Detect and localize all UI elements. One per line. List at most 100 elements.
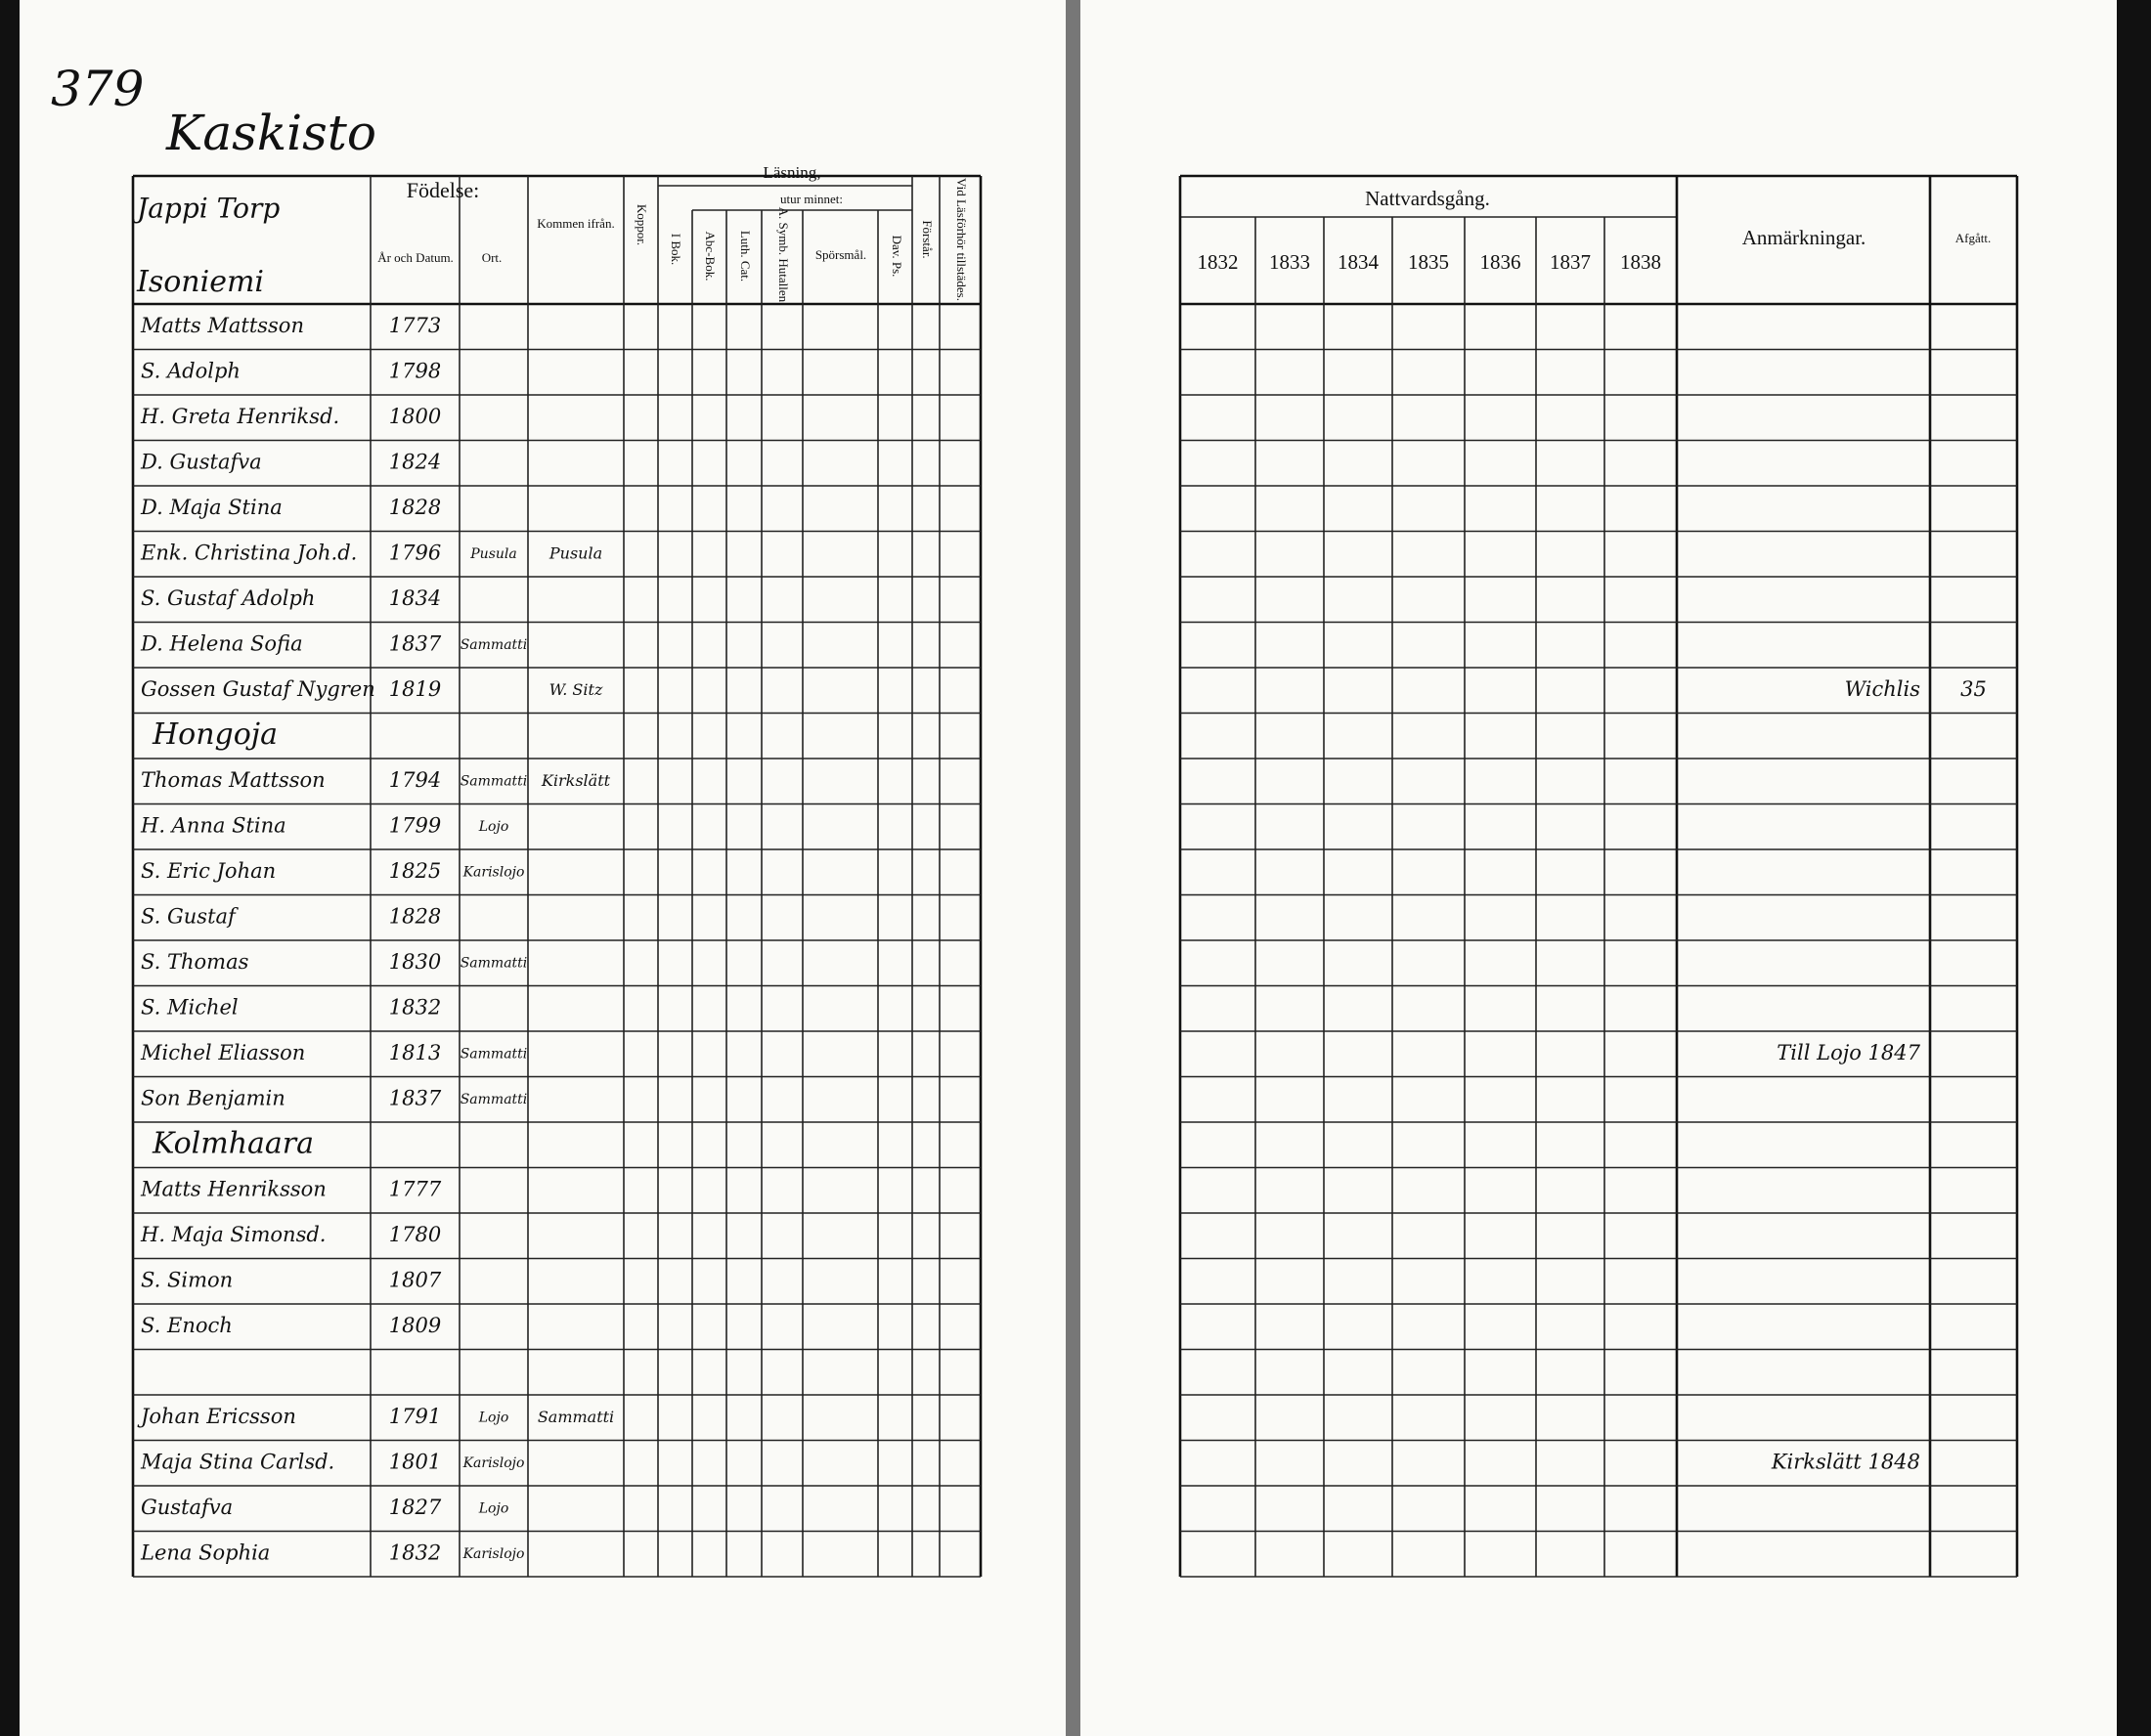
birth-year: 1819 [389,677,441,701]
person-name: Maja Stina Carlsd. [140,1450,334,1473]
person-name: S. Eric Johan [141,859,276,883]
person-name: S. Simon [141,1268,233,1291]
came-from: Kirkslätt [541,771,611,790]
birth-year: 1837 [389,1086,442,1109]
person-name: H. Greta Henriksd. [140,405,339,428]
person-name: Son Benjamin [141,1086,285,1109]
person-name: S. Michel [141,995,239,1019]
birth-year: 1773 [389,314,441,337]
person-name: Matts Henriksson [140,1177,327,1200]
right-sheet [1080,0,2117,1736]
birth-year: 1825 [389,859,441,883]
birth-year: 1800 [389,405,441,428]
header: Läsning, [763,163,820,182]
birth-place: Karislojo [462,1455,525,1471]
birth-year: 1796 [389,541,441,564]
birth-year: 1828 [389,496,441,519]
household: Hongoja [152,717,278,752]
year-header: 1832 [1198,250,1239,274]
header: Ort. [482,250,503,265]
village: Kaskisto [165,105,376,161]
person-name: S. Thomas [141,950,249,974]
birth-place: Sammatti [461,773,528,789]
page-number: 379 [51,61,144,117]
person-name: Johan Ericsson [137,1405,296,1428]
remark: Wichlis [1845,677,1921,701]
header: I Bok. [669,234,683,266]
birth-year: 1828 [389,904,441,928]
header: A. Symb. Hutallen. [776,207,791,306]
person-name: S. Gustaf Adolph [141,586,315,610]
household: Kolmhaara [152,1126,314,1160]
departed: 35 [1960,677,1987,701]
birth-year: 1837 [389,631,442,655]
birth-place: Sammatti [461,1092,528,1107]
birth-year: 1832 [389,1541,441,1564]
birth-place: Sammatti [461,637,528,653]
birth-place: Sammatti [461,955,528,971]
birth-year: 1827 [389,1496,442,1519]
birth-year: 1794 [389,768,441,792]
header: Nattvardsgång. [1365,187,1490,210]
person-name: S. Gustaf [141,904,239,928]
person-name: Michel Eliasson [140,1041,305,1064]
year-header: 1835 [1408,250,1449,274]
year-header: 1836 [1480,250,1521,274]
birth-place: Karislojo [462,864,525,880]
person-name: Matts Mattsson [140,314,304,337]
person-name: D. Helena Sofia [140,631,303,655]
person-name: Thomas Mattsson [141,768,326,792]
left-sheet [20,0,1066,1736]
birth-year: 1807 [389,1268,442,1291]
header: Anmärkningar. [1742,226,1866,249]
remark: Till Lojo 1847 [1777,1041,1920,1064]
household-first: Isoniemi [136,265,264,299]
birth-place: Lojo [478,1500,509,1516]
person-name: D. Maja Stina [140,496,283,519]
header: Luth. Cat. [738,231,753,282]
birth-year: 1798 [389,359,441,382]
year-header: 1838 [1620,250,1661,274]
header: Afgått. [1955,231,1991,245]
header: Abc-Bok. [703,232,718,282]
birth-year: 1791 [389,1405,441,1428]
birth-year: 1809 [389,1314,441,1337]
header: Kommen ifrån. [537,216,614,231]
birth-place: Karislojo [462,1546,525,1562]
person-name: Gossen Gustaf Nygren [141,677,375,701]
farm: Jappi Torp [132,193,280,225]
header: Förstår. [920,220,935,258]
person-name: H. Anna Stina [140,813,286,837]
birth-year: 1834 [389,586,441,610]
person-name: S. Adolph [141,359,241,382]
remark: Kirkslätt 1848 [1771,1450,1920,1473]
person-name: H. Maja Simonsd. [140,1223,326,1246]
header: År och Datum. [377,250,454,265]
header: utur minnet: [780,192,843,206]
year-header: 1833 [1269,250,1310,274]
birth-year: 1824 [389,450,441,473]
year-header: 1834 [1338,250,1380,274]
birth-year: 1801 [389,1450,441,1473]
came-from: Sammatti [538,1408,614,1426]
came-from: Pusula [549,543,602,562]
birth-year: 1813 [389,1041,441,1064]
person-name: Enk. Christina Joh.d. [140,541,357,564]
birth-year: 1777 [389,1177,442,1200]
person-name: S. Enoch [141,1314,233,1337]
header: Födelse: [407,178,480,202]
header: Vid Läsförhör tillstädes. [954,178,969,301]
header: Koppor. [635,204,649,245]
birth-year: 1799 [389,813,441,837]
birth-place: Sammatti [461,1046,528,1062]
birth-year: 1832 [389,995,441,1019]
birth-place: Lojo [478,1410,509,1425]
birth-year: 1830 [389,950,441,974]
header: Spörsmål. [815,247,866,262]
person-name: Lena Sophia [140,1541,270,1564]
person-name: Gustafva [141,1496,233,1519]
birth-place: Lojo [478,819,509,835]
birth-place: Pusula [469,546,516,562]
